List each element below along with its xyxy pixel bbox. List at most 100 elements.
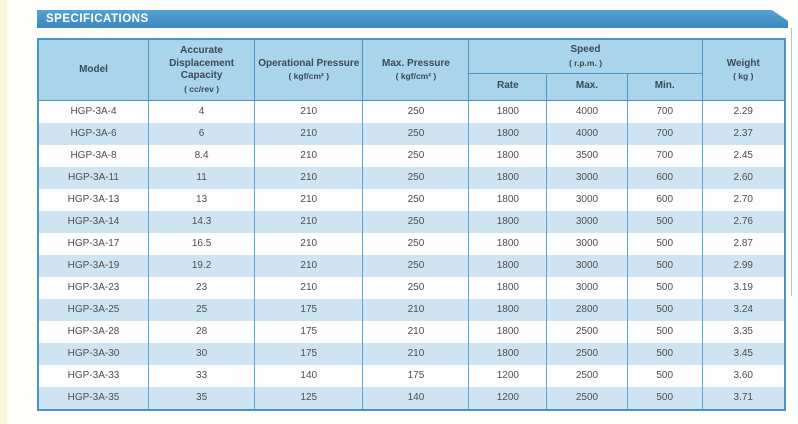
cell-capacity: 8.4 xyxy=(148,144,256,167)
cell-operational-pressure: 175 xyxy=(254,342,364,365)
cell-weight: 2.60 xyxy=(701,166,786,189)
cell-speed-max: 2500 xyxy=(546,364,628,387)
cell-model: HGP-3A-14 xyxy=(37,210,150,233)
cell-model: HGP-3A-35 xyxy=(37,386,150,410)
cell-speed-max: 2500 xyxy=(546,342,628,365)
cell-model: HGP-3A-30 xyxy=(37,342,150,365)
cell-speed-rate: 1800 xyxy=(468,320,548,343)
cell-max-pressure: 250 xyxy=(362,210,470,233)
cell-capacity: 14.3 xyxy=(148,210,256,233)
cell-speed-min: 600 xyxy=(626,166,703,189)
page-edge-strip xyxy=(0,0,7,424)
table-row: HGP-3A-23 23 210 250 1800 3000 500 3.19 xyxy=(37,276,786,299)
cell-speed-min: 500 xyxy=(626,298,703,321)
col-header-capacity-unit: ( cc/rev ) xyxy=(184,83,220,94)
cell-capacity: 28 xyxy=(148,320,256,343)
col-header-operational-pressure-unit: ( kgf/cm² ) xyxy=(288,71,330,82)
specifications-table: Model Accurate Displacement Capacity ( c… xyxy=(37,38,786,411)
cell-capacity: 30 xyxy=(148,342,256,365)
table-row: HGP-3A-28 28 175 210 1800 2500 500 3.35 xyxy=(37,320,786,343)
cell-operational-pressure: 210 xyxy=(254,254,364,277)
cell-capacity: 33 xyxy=(148,364,256,387)
cell-capacity: 13 xyxy=(148,188,256,211)
cell-operational-pressure: 210 xyxy=(254,276,364,299)
section-title: SPECIFICATIONS xyxy=(46,13,149,25)
cell-speed-min: 700 xyxy=(626,122,703,145)
cell-operational-pressure: 210 xyxy=(254,232,364,255)
cell-speed-rate: 1200 xyxy=(468,386,548,410)
col-header-operational-pressure: Operational Pressure ( kgf/cm² ) xyxy=(254,38,364,101)
cell-operational-pressure: 210 xyxy=(254,122,364,145)
cell-speed-rate: 1800 xyxy=(468,254,548,277)
cell-speed-min: 500 xyxy=(626,320,703,343)
col-header-model-label: Model xyxy=(79,63,108,75)
cell-model: HGP-3A-23 xyxy=(37,276,150,299)
scan-artifact-line xyxy=(791,28,792,296)
cell-speed-rate: 1800 xyxy=(468,188,548,211)
table-header: Model Accurate Displacement Capacity ( c… xyxy=(37,38,786,101)
cell-max-pressure: 250 xyxy=(362,276,470,299)
cell-weight: 2.29 xyxy=(701,100,786,123)
cell-capacity: 4 xyxy=(148,100,256,123)
cell-max-pressure: 250 xyxy=(362,100,470,123)
table-row: HGP-3A-35 35 125 140 1200 2500 500 3.71 xyxy=(37,386,786,410)
cell-speed-rate: 1800 xyxy=(468,298,548,321)
table-row: HGP-3A-17 16.5 210 250 1800 3000 500 2.8… xyxy=(37,232,786,255)
cell-capacity: 23 xyxy=(148,276,256,299)
col-header-weight: Weight ( kg ) xyxy=(701,38,786,101)
cell-speed-max: 4000 xyxy=(546,122,628,145)
cell-max-pressure: 250 xyxy=(362,166,470,189)
cell-speed-max: 3000 xyxy=(546,166,628,189)
cell-capacity: 19.2 xyxy=(148,254,256,277)
col-header-capacity-label: Accurate Displacement Capacity xyxy=(169,45,235,82)
cell-speed-min: 600 xyxy=(626,188,703,211)
cell-speed-min: 500 xyxy=(626,342,703,365)
cell-speed-max: 2500 xyxy=(546,320,628,343)
cell-speed-max: 4000 xyxy=(546,100,628,123)
cell-speed-max: 3000 xyxy=(546,210,628,233)
col-header-weight-unit: ( kg ) xyxy=(733,71,754,82)
cell-model: HGP-3A-4 xyxy=(37,100,150,123)
cell-speed-max: 2800 xyxy=(546,298,628,321)
cell-max-pressure: 250 xyxy=(362,144,470,167)
cell-weight: 3.71 xyxy=(701,386,786,410)
col-header-max-pressure-unit: ( kgf/cm² ) xyxy=(395,71,437,82)
cell-max-pressure: 210 xyxy=(362,342,470,365)
cell-speed-min: 500 xyxy=(626,276,703,299)
col-header-speed-group: Speed ( r.p.m. ) xyxy=(468,38,703,74)
col-header-speed-min: Min. xyxy=(626,72,703,101)
table-row: HGP-3A-30 30 175 210 1800 2500 500 3.45 xyxy=(37,342,786,365)
cell-speed-rate: 1800 xyxy=(468,166,548,189)
col-header-max-pressure-label: Max. Pressure xyxy=(382,57,450,69)
cell-weight: 2.70 xyxy=(701,188,786,211)
col-header-model: Model xyxy=(37,38,150,101)
table-row: HGP-3A-13 13 210 250 1800 3000 600 2.70 xyxy=(37,188,786,211)
cell-speed-max: 3000 xyxy=(546,232,628,255)
section-title-banner: SPECIFICATIONS xyxy=(37,10,788,28)
cell-operational-pressure: 210 xyxy=(254,188,364,211)
cell-model: HGP-3A-8 xyxy=(37,144,150,167)
col-header-operational-pressure-label: Operational Pressure xyxy=(258,57,360,69)
col-header-speed-rate: Rate xyxy=(468,72,548,101)
col-header-max-pressure: Max. Pressure ( kgf/cm² ) xyxy=(362,38,470,101)
cell-speed-max: 3000 xyxy=(546,276,628,299)
cell-capacity: 25 xyxy=(148,298,256,321)
table-row: HGP-3A-6 6 210 250 1800 4000 700 2.37 xyxy=(37,122,786,145)
cell-operational-pressure: 210 xyxy=(254,166,364,189)
cell-speed-min: 500 xyxy=(626,254,703,277)
cell-weight: 2.87 xyxy=(701,232,786,255)
cell-speed-rate: 1800 xyxy=(468,232,548,255)
table-row: HGP-3A-19 19.2 210 250 1800 3000 500 2.9… xyxy=(37,254,786,277)
cell-speed-min: 700 xyxy=(626,100,703,123)
table-row: HGP-3A-25 25 175 210 1800 2800 500 3.24 xyxy=(37,298,786,321)
cell-speed-rate: 1800 xyxy=(468,342,548,365)
cell-max-pressure: 250 xyxy=(362,188,470,211)
cell-operational-pressure: 210 xyxy=(254,100,364,123)
table-row: HGP-3A-4 4 210 250 1800 4000 700 2.29 xyxy=(37,100,786,123)
cell-model: HGP-3A-25 xyxy=(37,298,150,321)
cell-weight: 3.45 xyxy=(701,342,786,365)
cell-weight: 2.37 xyxy=(701,122,786,145)
cell-capacity: 6 xyxy=(148,122,256,145)
cell-weight: 3.60 xyxy=(701,364,786,387)
